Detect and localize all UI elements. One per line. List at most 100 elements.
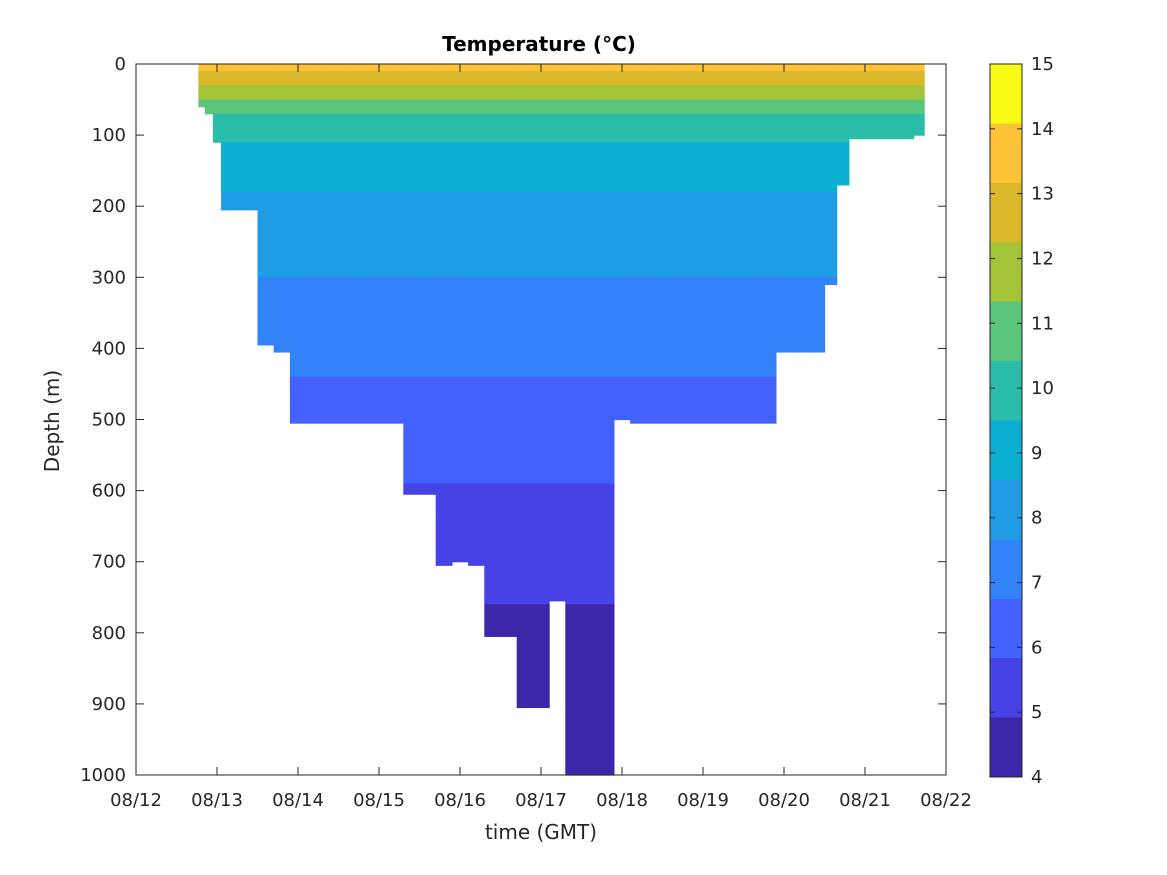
data-cell [694, 412, 716, 421]
data-cell [500, 604, 518, 613]
data-cell [516, 177, 534, 186]
data-cell [613, 177, 631, 186]
data-cell [257, 199, 275, 207]
data-cell [257, 255, 275, 264]
data-cell [350, 149, 372, 158]
data-cell [484, 483, 502, 492]
data-cell [350, 419, 372, 424]
data-cell [532, 483, 550, 492]
data-cell [435, 277, 453, 286]
data-cell [549, 568, 566, 577]
data-cell [500, 391, 518, 399]
data-cell [824, 163, 838, 172]
data-cell [451, 376, 469, 385]
data-cell [516, 675, 534, 684]
data-cell [306, 206, 327, 214]
data-cell [435, 426, 453, 435]
data-cell [435, 263, 453, 271]
data-cell [451, 533, 469, 541]
data-cell [289, 191, 307, 200]
data-cell [565, 583, 583, 591]
data-cell [370, 113, 388, 122]
data-cell [484, 355, 502, 364]
data-cell [532, 334, 550, 342]
data-cell [370, 362, 388, 371]
data-cell [289, 241, 307, 250]
data-cell [674, 106, 696, 115]
data-cell [273, 113, 291, 122]
data-cell [350, 135, 372, 143]
data-cell [403, 383, 421, 392]
data-cell [869, 71, 894, 79]
data-cell [468, 490, 485, 499]
data-cell [435, 149, 453, 158]
data-cell [565, 469, 583, 477]
data-cell [221, 149, 230, 158]
data-cell [581, 213, 599, 222]
data-cell [549, 298, 566, 307]
data-cell [581, 149, 599, 158]
data-cell [435, 213, 453, 222]
data-cell [484, 533, 502, 541]
data-cell [500, 504, 518, 513]
data-cell [500, 561, 518, 570]
data-cell [484, 440, 502, 449]
data-cell [419, 376, 437, 385]
data-cell [581, 85, 599, 94]
data-cell [387, 213, 404, 222]
data-cell [451, 341, 469, 349]
data-cell [848, 106, 870, 115]
data-cell [484, 455, 502, 463]
data-cell [532, 618, 550, 627]
data-cell [581, 191, 599, 200]
data-cell [759, 327, 777, 335]
data-cell [549, 241, 566, 250]
data-cell [532, 156, 550, 165]
data-cell [484, 213, 502, 222]
data-cell [241, 127, 259, 136]
data-cell [913, 127, 925, 136]
data-cell [565, 206, 583, 214]
data-cell [565, 405, 583, 413]
data-cell [597, 284, 615, 293]
data-cell [221, 127, 230, 136]
data-cell [370, 241, 388, 250]
data-cell [739, 284, 761, 293]
data-cell [565, 675, 583, 684]
data-cell [824, 263, 838, 271]
data-cell [581, 298, 599, 307]
data-cell [532, 120, 550, 129]
data-cell [597, 255, 615, 264]
x-tick-label: 08/15 [353, 790, 405, 811]
data-cell [893, 127, 915, 136]
data-cell [451, 455, 469, 463]
data-cell [792, 248, 809, 257]
data-cell [532, 455, 550, 463]
data-cell [419, 106, 437, 115]
data-cell [229, 127, 242, 136]
data-cell [630, 263, 651, 271]
data-cell [500, 547, 518, 556]
data-cell [775, 291, 793, 300]
data-cell [824, 248, 838, 257]
data-cell [419, 348, 437, 357]
data-cell [775, 255, 793, 264]
data-cell [273, 177, 291, 186]
data-cell [792, 113, 809, 122]
data-cell [387, 163, 404, 172]
data-cell [597, 220, 615, 229]
data-cell [739, 298, 761, 307]
data-cell [808, 177, 826, 186]
data-cell [257, 191, 275, 200]
data-cell [516, 319, 534, 328]
data-cell [204, 85, 214, 94]
data-cell [597, 689, 615, 698]
data-cell [532, 611, 550, 620]
data-cell [581, 583, 599, 591]
data-cell [350, 319, 372, 328]
data-cell [370, 255, 388, 264]
data-cell [739, 376, 761, 385]
data-cell [387, 419, 404, 424]
data-cell [273, 163, 291, 172]
